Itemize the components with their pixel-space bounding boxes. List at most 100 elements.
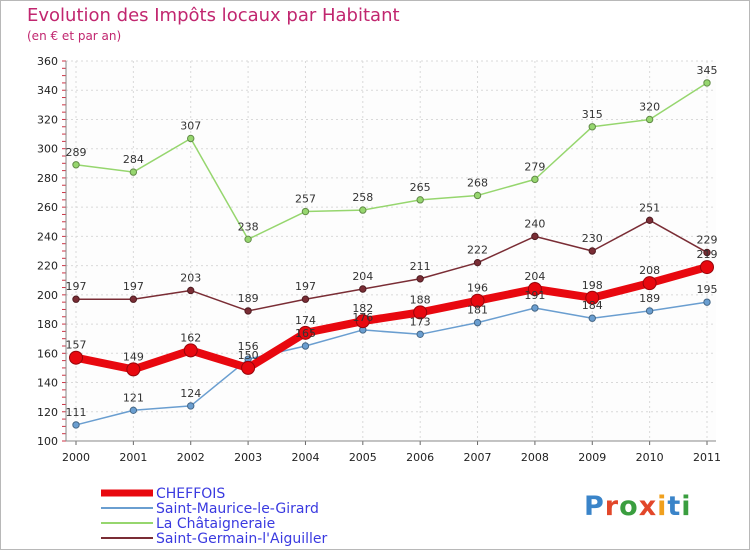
x-tick-label: 2003 [234, 451, 262, 464]
x-tick-label: 2009 [578, 451, 606, 464]
data-label-saint-germain-l-aiguiller: 211 [410, 260, 431, 273]
data-label-la-chataigneraie: 345 [697, 64, 718, 77]
data-point-la-chataigneraie [359, 206, 367, 214]
x-tick-label: 2006 [406, 451, 434, 464]
series-line-saint-maurice-le-girard [75, 301, 708, 426]
y-tick-label: 120 [37, 406, 58, 419]
y-tick-label: 200 [37, 289, 58, 302]
data-point-cheffois [241, 360, 256, 375]
data-point-saint-germain-l-aiguiller [72, 295, 80, 303]
data-point-cheffois [413, 305, 428, 320]
data-point-la-chataigneraie [416, 196, 424, 204]
data-label-saint-germain-l-aiguiller: 197 [123, 280, 144, 293]
x-tick-label: 2000 [62, 451, 90, 464]
y-tick-label: 220 [37, 260, 58, 273]
data-label-saint-maurice-le-girard: 124 [180, 387, 201, 400]
y-tick-label: 140 [37, 377, 58, 390]
chart-subtitle: (en € et par an) [27, 29, 122, 43]
data-point-la-chataigneraie [129, 168, 138, 176]
data-point-la-chataigneraie [244, 235, 252, 244]
data-point-cheffois [355, 314, 370, 329]
series-line-la-chataigneraie [75, 82, 708, 241]
data-point-saint-germain-l-aiguiller [301, 295, 310, 303]
data-label-saint-maurice-le-girard: 111 [66, 406, 87, 419]
series-line-cheffois [75, 263, 709, 374]
data-point-saint-germain-l-aiguiller [703, 248, 711, 257]
data-label-cheffois: 150 [238, 349, 259, 362]
data-label-cheffois: 174 [295, 314, 316, 327]
data-point-cheffois [470, 293, 485, 308]
data-label-saint-germain-l-aiguiller: 251 [639, 201, 660, 214]
data-label-cheffois: 219 [697, 248, 718, 261]
chart-title: Evolution des Impôts locaux par Habitant [27, 5, 400, 26]
data-point-cheffois [183, 343, 198, 358]
data-label-cheffois: 196 [467, 282, 488, 295]
data-label-la-chataigneraie: 307 [180, 119, 201, 132]
plot-background [66, 61, 716, 441]
data-label-saint-maurice-le-girard: 176 [352, 311, 373, 324]
data-label-saint-maurice-le-girard: 165 [295, 327, 316, 340]
data-point-la-chataigneraie [187, 134, 195, 143]
data-label-la-chataigneraie: 258 [352, 191, 373, 204]
series-lines [75, 82, 709, 426]
legend-label-cheffois: CHEFFOIS [156, 486, 225, 502]
logo-letter: i [657, 491, 668, 522]
data-label-la-chataigneraie: 284 [123, 153, 144, 166]
gridlines [66, 60, 716, 442]
data-label-cheffois: 149 [123, 350, 144, 363]
data-point-saint-maurice-le-girard [301, 342, 310, 350]
y-tick-label: 100 [37, 435, 58, 448]
x-tick-label: 2010 [636, 451, 664, 464]
data-label-la-chataigneraie: 279 [524, 160, 545, 173]
logo-letter: r [604, 491, 620, 522]
data-label-saint-maurice-le-girard: 156 [238, 340, 259, 353]
y-tick-label: 320 [37, 113, 58, 126]
data-point-saint-maurice-le-girard [129, 406, 138, 415]
data-point-saint-germain-l-aiguiller [473, 258, 482, 267]
data-label-cheffois: 162 [180, 331, 201, 344]
value-labels: 111 121 124 156 165 176 173 181 191 184 189 195 289 2… [66, 64, 718, 419]
x-tick-label: 2002 [177, 451, 205, 464]
x-tick-label: 2001 [119, 451, 147, 464]
data-label-la-chataigneraie: 265 [410, 181, 431, 194]
axes: 100 120 140 160 180 200 220 240 260 280 300 320 340 3… [37, 55, 721, 464]
data-point-saint-germain-l-aiguiller [645, 216, 654, 225]
series-line-saint-germain-l-aiguiller [76, 219, 708, 312]
data-label-la-chataigneraie: 315 [582, 108, 603, 121]
data-label-cheffois: 188 [410, 293, 431, 306]
data-label-saint-germain-l-aiguiller: 222 [467, 244, 488, 257]
x-tick-label: 2007 [464, 451, 492, 464]
proxiti-logo: Proxiti [584, 491, 692, 522]
series-points [69, 79, 714, 429]
data-label-saint-germain-l-aiguiller: 203 [180, 271, 201, 284]
y-tick-label: 160 [37, 347, 58, 360]
legend-label-saint-maurice-le-girard: Saint-Maurice-le-Girard [156, 501, 319, 517]
y-tick-label: 300 [37, 143, 58, 156]
logo-letter: P [584, 491, 605, 522]
logo-letter: o [619, 491, 639, 522]
data-point-saint-germain-l-aiguiller [588, 247, 596, 255]
y-tick-label: 340 [37, 84, 58, 97]
data-point-la-chataigneraie [301, 207, 310, 216]
data-point-la-chataigneraie [531, 175, 539, 184]
data-label-saint-germain-l-aiguiller: 229 [697, 233, 718, 246]
y-tick-label: 360 [37, 55, 58, 68]
data-point-cheffois [69, 350, 83, 365]
data-label-cheffois: 182 [352, 302, 373, 315]
data-label-saint-germain-l-aiguiller: 197 [295, 280, 316, 293]
data-point-saint-germain-l-aiguiller [244, 307, 252, 315]
logo-letter: x [638, 491, 658, 522]
y-tick-label: 260 [37, 201, 58, 214]
data-label-saint-maurice-le-girard: 191 [524, 289, 545, 302]
data-label-la-chataigneraie: 320 [639, 100, 660, 113]
legend-label-saint-germain-l-aiguiller: Saint-Germain-l'Aiguiller [156, 531, 328, 547]
x-tick-label: 2004 [291, 451, 319, 464]
data-label-cheffois: 198 [582, 279, 603, 292]
plot-area [66, 61, 716, 441]
data-point-cheffois [585, 290, 600, 305]
data-label-saint-maurice-le-girard: 195 [697, 283, 718, 296]
data-point-saint-maurice-le-girard [72, 421, 80, 429]
data-label-saint-germain-l-aiguiller: 230 [582, 232, 603, 245]
